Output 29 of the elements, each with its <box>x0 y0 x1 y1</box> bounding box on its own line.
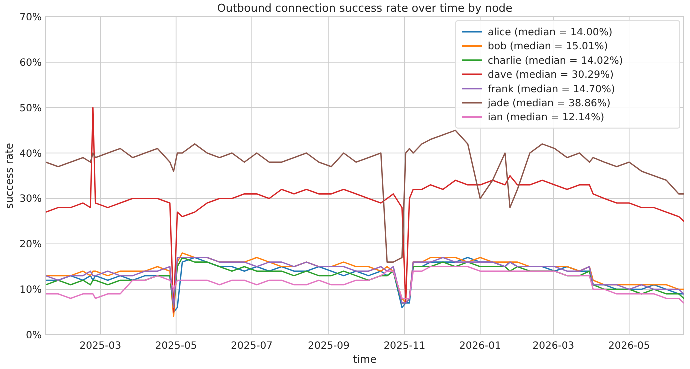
x-tick-label: 2026-05 <box>608 341 650 352</box>
y-tick-label: 20% <box>20 240 42 251</box>
x-axis-title: time <box>353 354 377 366</box>
y-tick-label: 10% <box>20 285 42 296</box>
line-series <box>46 107 684 313</box>
line-series <box>46 266 684 304</box>
legend-label: alice (median = 14.00%) <box>488 28 613 38</box>
y-tick-label: 40% <box>20 148 42 160</box>
x-tick-label: 2025-03 <box>80 341 122 352</box>
y-tick-label: 70% <box>20 12 42 24</box>
y-tick-label: 0% <box>26 330 42 342</box>
legend-label: dave (median = 30.29%) <box>488 70 614 82</box>
x-tick-label: 2025-11 <box>384 341 426 352</box>
legend-label: ian (median = 12.14%) <box>488 112 605 124</box>
y-tick-label: 50% <box>20 103 42 114</box>
legend-label: jade (median = 38.86%) <box>487 98 611 110</box>
x-tick-label: 2026-03 <box>532 341 575 352</box>
x-tick-label: 2026-01 <box>460 341 502 352</box>
x-tick-label: 2025-05 <box>155 341 198 352</box>
legend-label: frank (median = 14.70%) <box>488 84 616 96</box>
y-axis-title: success rate <box>4 143 16 209</box>
x-tick-label: 2025-09 <box>308 341 350 352</box>
line-series <box>46 130 684 263</box>
legend-label: bob (median = 15.01%) <box>488 42 608 53</box>
y-tick-label: 60% <box>20 58 42 69</box>
x-tick-label: 2025-07 <box>231 341 273 352</box>
chart-title: Outbound connection success rate over time by node <box>217 2 513 15</box>
y-tick-label: 30% <box>20 194 42 206</box>
legend-label: charlie (median = 14.02%) <box>488 56 624 67</box>
